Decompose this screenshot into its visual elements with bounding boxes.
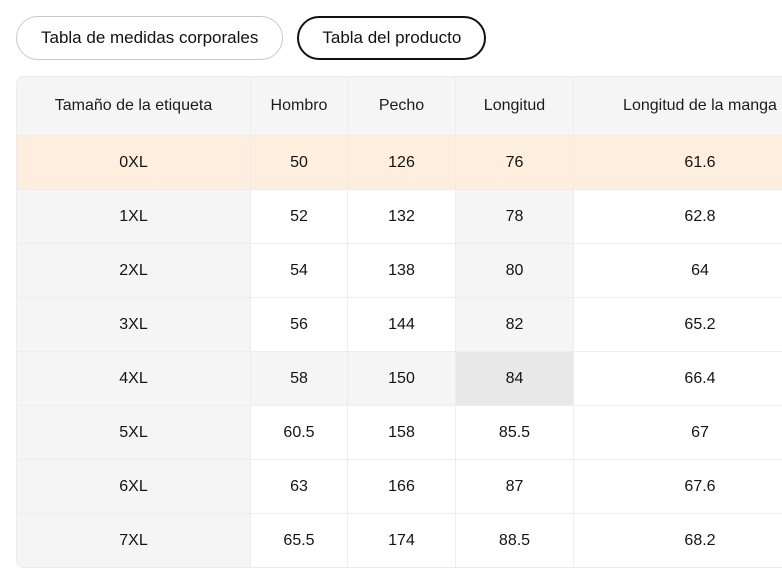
measurement-cell[interactable]: 65.2 [574,298,782,352]
measurement-cell[interactable]: 132 [348,190,456,244]
measurement-cell[interactable]: 87 [456,460,574,514]
table-row: 7XL 65.5 174 88.5 68.2 [17,514,782,567]
measurement-cell[interactable]: 67 [574,406,782,460]
measurement-cell[interactable]: 50 [251,136,348,190]
chart-type-tabs: Tabla de medidas corporales Tabla del pr… [16,16,487,60]
tab-product-chart[interactable]: Tabla del producto [297,16,487,60]
size-label-cell[interactable]: 5XL [17,406,251,460]
measurement-cell[interactable]: 150 [348,352,456,406]
size-label-cell[interactable]: 0XL [17,136,251,190]
measurement-cell[interactable]: 166 [348,460,456,514]
measurement-cell[interactable]: 174 [348,514,456,567]
column-header: Pecho [348,77,456,136]
column-header: Longitud [456,77,574,136]
measurement-cell[interactable]: 65.5 [251,514,348,567]
column-header: Hombro [251,77,348,136]
measurement-cell[interactable]: 85.5 [456,406,574,460]
size-table-body: 0XL 50 126 76 61.6 1XL 52 132 78 62.8 2XL 54 138 80 64… [17,136,782,567]
header-row: Tamaño de la etiqueta Hombro Pecho Longitud… [17,77,782,136]
size-label-cell[interactable]: 4XL [17,352,251,406]
measurement-cell[interactable]: 76 [456,136,574,190]
measurement-cell[interactable]: 88.5 [456,514,574,567]
measurement-cell[interactable]: 68.2 [574,514,782,567]
measurement-cell[interactable]: 138 [348,244,456,298]
measurement-cell[interactable]: 66.4 [574,352,782,406]
size-label-cell[interactable]: 7XL [17,514,251,567]
measurement-cell[interactable]: 78 [456,190,574,244]
tab-body-measurements[interactable]: Tabla de medidas corporales [16,16,284,60]
table-row: 4XL 58 150 84 66.4 [17,352,782,406]
measurement-cell[interactable]: 84 [456,352,574,406]
column-header: Tamaño de la etiqueta [17,77,251,136]
measurement-cell[interactable]: 64 [574,244,782,298]
table-row: 1XL 52 132 78 62.8 [17,190,782,244]
measurement-cell[interactable]: 60.5 [251,406,348,460]
measurement-cell[interactable]: 80 [456,244,574,298]
table-row: 3XL 56 144 82 65.2 [17,298,782,352]
size-table: Tamaño de la etiqueta Hombro Pecho Longitud… [17,77,782,567]
table-row: 2XL 54 138 80 64 [17,244,782,298]
measurement-cell[interactable]: 144 [348,298,456,352]
measurement-cell[interactable]: 126 [348,136,456,190]
measurement-cell[interactable]: 67.6 [574,460,782,514]
measurement-cell[interactable]: 56 [251,298,348,352]
measurement-cell[interactable]: 61.6 [574,136,782,190]
measurement-cell[interactable]: 52 [251,190,348,244]
size-label-cell[interactable]: 1XL [17,190,251,244]
table-row: 5XL 60.5 158 85.5 67 [17,406,782,460]
table-row: 6XL 63 166 87 67.6 [17,460,782,514]
size-label-cell[interactable]: 2XL [17,244,251,298]
measurement-cell[interactable]: 158 [348,406,456,460]
column-header: Longitud de la manga [574,77,782,136]
measurement-cell[interactable]: 54 [251,244,348,298]
size-table-container[interactable]: Tamaño de la etiqueta Hombro Pecho Longitud… [16,76,782,568]
measurement-cell[interactable]: 62.8 [574,190,782,244]
size-label-cell[interactable]: 3XL [17,298,251,352]
table-row: 0XL 50 126 76 61.6 [17,136,782,190]
measurement-cell[interactable]: 58 [251,352,348,406]
measurement-cell[interactable]: 82 [456,298,574,352]
size-label-cell[interactable]: 6XL [17,460,251,514]
measurement-cell[interactable]: 63 [251,460,348,514]
